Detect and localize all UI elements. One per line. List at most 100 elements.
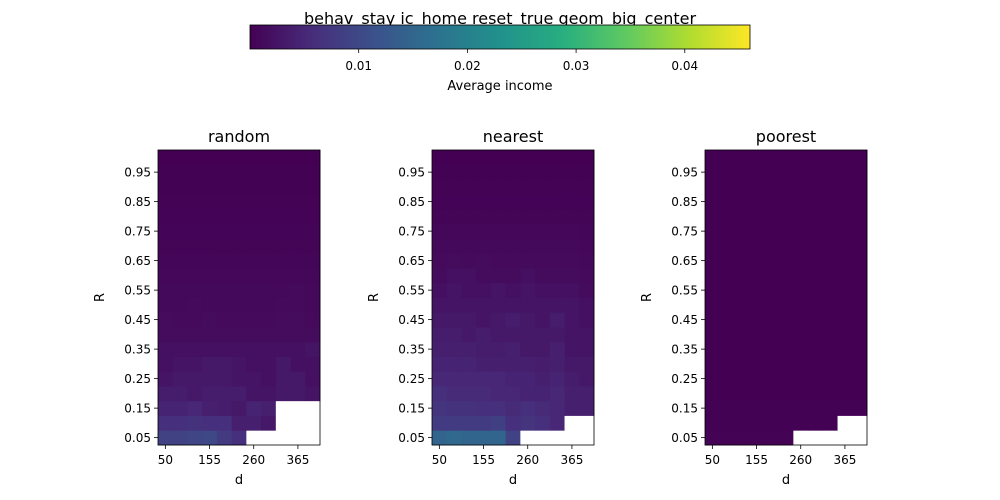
heatmap-cell bbox=[172, 223, 188, 239]
heatmap-cell bbox=[579, 282, 595, 298]
heatmap-random: 0.05 0.15 0.25 0.35 0.45 0.55 0.65 0.75 0.85 0.95… bbox=[93, 127, 321, 488]
heatmap-cell bbox=[461, 179, 477, 195]
heatmap-cell bbox=[202, 194, 218, 210]
heatmap-cell bbox=[446, 223, 462, 239]
heatmap-cell bbox=[202, 253, 218, 269]
heatmap-cell bbox=[793, 282, 809, 298]
heatmap-cell bbox=[822, 238, 838, 254]
heatmap-cell bbox=[261, 179, 277, 195]
y-tick-label: 0.25 bbox=[671, 372, 698, 386]
heatmap-cell bbox=[719, 400, 735, 416]
heatmap-cell bbox=[231, 238, 247, 254]
heatmap-cell bbox=[305, 164, 321, 180]
colorbar-gradient bbox=[249, 24, 751, 50]
heatmap-cell bbox=[763, 430, 780, 446]
heatmap-cell bbox=[505, 371, 521, 387]
heatmap-cell bbox=[808, 179, 824, 195]
colorbar-label: Average income bbox=[447, 79, 552, 94]
heatmap-cell bbox=[793, 341, 809, 357]
heatmap-cell bbox=[852, 253, 868, 269]
heatmap-cell bbox=[734, 386, 750, 402]
heatmap-cell bbox=[822, 415, 838, 431]
x-tick-label: 260 bbox=[516, 453, 539, 467]
heatmap-cell bbox=[461, 223, 477, 239]
y-tick-label: 0.35 bbox=[671, 343, 698, 357]
heatmap-cell bbox=[579, 297, 595, 313]
heatmap-cell bbox=[749, 194, 765, 210]
heatmap-cell bbox=[749, 371, 765, 387]
heatmap-cell bbox=[852, 179, 868, 195]
heatmap-cell bbox=[158, 386, 174, 402]
heatmap-cell bbox=[535, 150, 551, 166]
heatmap-cell bbox=[305, 223, 321, 239]
heatmap-cell bbox=[763, 223, 780, 239]
heatmap-cell bbox=[187, 238, 203, 254]
heatmap-cell bbox=[852, 415, 868, 431]
heatmap-cell bbox=[446, 386, 462, 402]
y-axis-label: R bbox=[367, 293, 382, 302]
heatmap-cell bbox=[579, 400, 595, 416]
heatmap-cell bbox=[579, 371, 595, 387]
heatmap-cell bbox=[187, 194, 203, 210]
heatmap-cell bbox=[216, 164, 233, 180]
heatmap-cell bbox=[549, 268, 565, 284]
heatmap-cell bbox=[734, 430, 750, 446]
y-tick-label: 0.05 bbox=[671, 431, 698, 445]
heatmap-cell bbox=[564, 238, 580, 254]
colorbar-tick-label: 0.02 bbox=[454, 59, 481, 73]
heatmap-cell bbox=[719, 194, 735, 210]
heatmap-cell bbox=[852, 238, 868, 254]
heatmap-cell bbox=[231, 430, 247, 446]
heatmap-cell bbox=[719, 341, 735, 357]
heatmap-cell bbox=[261, 312, 277, 328]
heatmap-cell bbox=[432, 179, 448, 195]
heatmap-cell bbox=[535, 341, 551, 357]
heatmap-cell bbox=[520, 194, 536, 210]
heatmap-cell bbox=[734, 282, 750, 298]
heatmap-cell bbox=[549, 297, 565, 313]
y-tick-label: 0.45 bbox=[398, 313, 425, 327]
heatmap-cell bbox=[793, 415, 809, 431]
heatmap-cell bbox=[579, 194, 595, 210]
heatmap-cell bbox=[705, 238, 721, 254]
heatmap-cell bbox=[564, 268, 580, 284]
heatmap-cell bbox=[187, 282, 203, 298]
heatmap-cell bbox=[246, 253, 262, 269]
heatmap-cell bbox=[261, 327, 277, 343]
heatmap-cell bbox=[275, 400, 291, 416]
heatmap-cell bbox=[505, 386, 521, 402]
heatmap-cell bbox=[749, 268, 765, 284]
heatmap-cell bbox=[461, 400, 477, 416]
heatmap-cell bbox=[202, 327, 218, 343]
heatmap-cell bbox=[579, 327, 595, 343]
heatmap-cell bbox=[749, 327, 765, 343]
heatmap-cell bbox=[172, 268, 188, 284]
heatmap-cell bbox=[734, 209, 750, 225]
heatmap-cell bbox=[549, 164, 565, 180]
heatmap-cell bbox=[749, 282, 765, 298]
heatmap-cell bbox=[476, 297, 492, 313]
heatmap-cell bbox=[432, 430, 448, 446]
heatmap-cell bbox=[476, 268, 492, 284]
y-tick-label: 0.25 bbox=[398, 372, 425, 386]
heatmap-cell bbox=[202, 400, 218, 416]
heatmap-cell bbox=[549, 341, 565, 357]
heatmap-cell bbox=[461, 268, 477, 284]
heatmap-cell bbox=[461, 356, 477, 372]
heatmap-cell bbox=[719, 253, 735, 269]
heatmap-cell bbox=[749, 312, 765, 328]
heatmap-cell bbox=[763, 238, 780, 254]
y-tick-label: 0.95 bbox=[398, 166, 425, 180]
heatmap-cell bbox=[505, 150, 521, 166]
heatmap-cell bbox=[172, 179, 188, 195]
heatmap-cell bbox=[763, 386, 780, 402]
heatmap-cell bbox=[852, 194, 868, 210]
heatmap-cell bbox=[808, 400, 824, 416]
heatmap-cell bbox=[187, 179, 203, 195]
heatmap-nearest: 0.05 0.15 0.25 0.35 0.45 0.55 0.65 0.75 0.85 0.95… bbox=[367, 127, 595, 488]
heatmap-cell bbox=[476, 400, 492, 416]
heatmap-cell bbox=[476, 341, 492, 357]
heatmap-cell bbox=[852, 371, 868, 387]
heatmap-cell bbox=[246, 179, 262, 195]
heatmap-cell bbox=[476, 312, 492, 328]
